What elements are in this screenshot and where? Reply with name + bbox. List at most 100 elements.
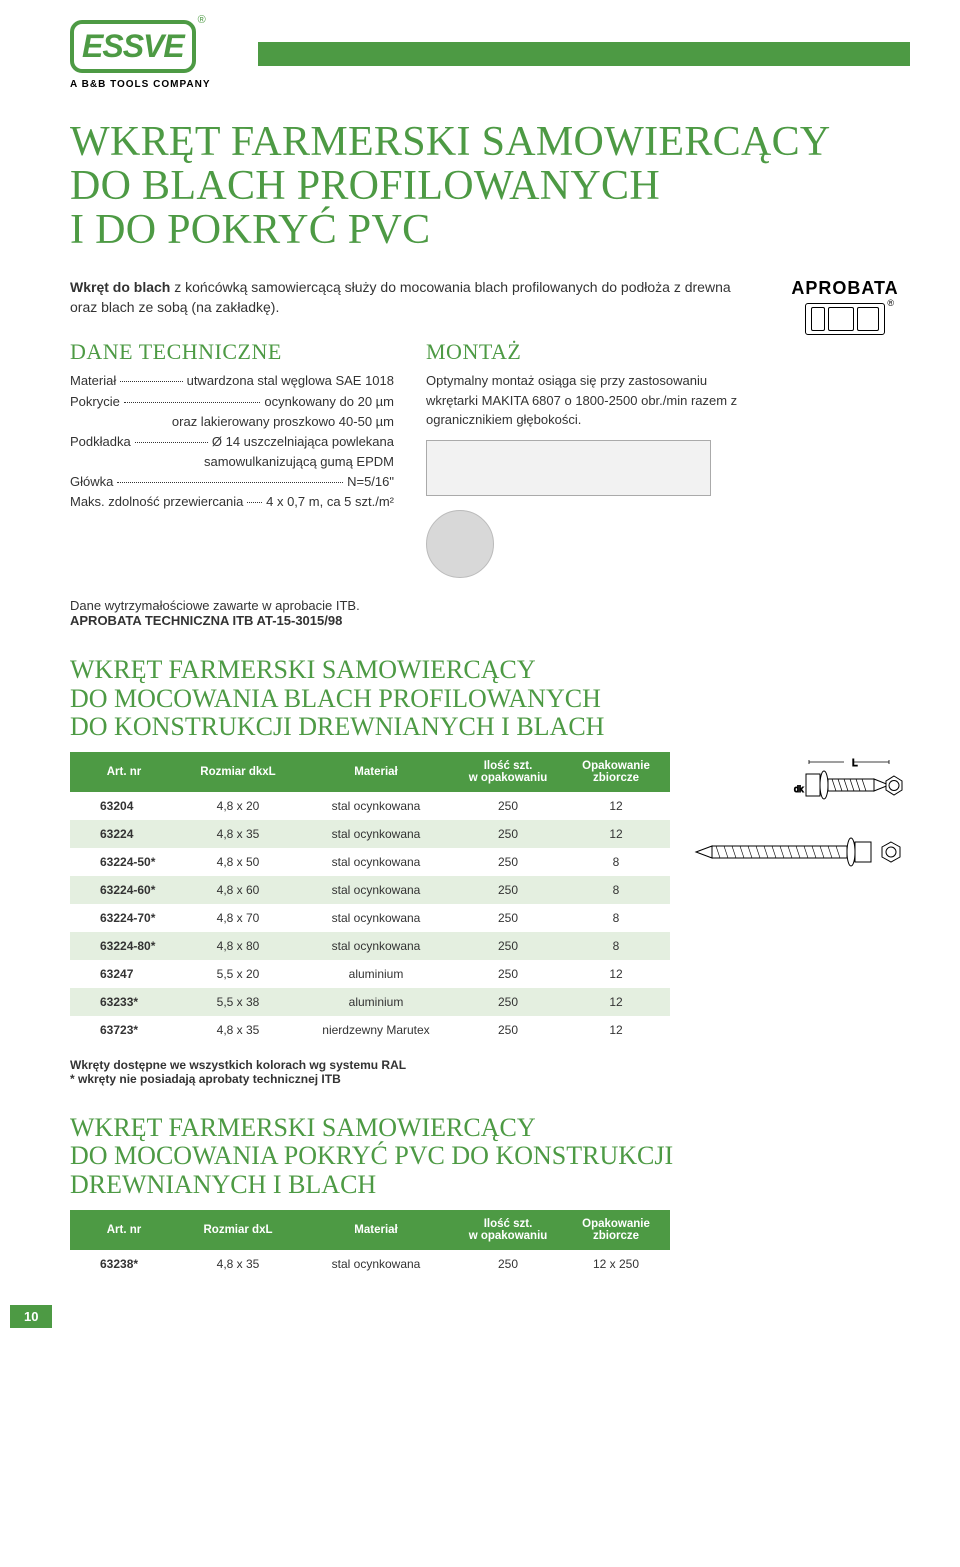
table-cell: 4,8 x 50: [178, 848, 298, 876]
table-row: 632475,5 x 20aluminium25012: [70, 960, 670, 988]
spec-key: Podkładka: [70, 432, 131, 452]
spec-key: Główka: [70, 472, 113, 492]
title-line-1: WKRĘT FARMERSKI SAMOWIERCĄCY: [70, 119, 831, 165]
table-cell: 4,8 x 20: [178, 792, 298, 820]
table-cell: 12: [562, 960, 670, 988]
spec-value: Ø 14 uszczelniająca powlekana: [212, 432, 394, 452]
table-cell: 250: [454, 1016, 562, 1044]
svg-text:L: L: [852, 758, 858, 769]
table-header: Art. nr: [70, 1210, 178, 1250]
spec-key: Pokrycie: [70, 392, 120, 412]
table-row: 63233*5,5 x 38aluminium25012: [70, 988, 670, 1016]
spec-key: Materiał: [70, 371, 116, 391]
table-cell: 63723*: [70, 1016, 178, 1044]
montage-title: MONTAŻ: [426, 339, 750, 365]
t1-title-3: DO KONSTRUKCJI DREWNIANYCH I BLACH: [70, 712, 604, 741]
spec-value: 4 x 0,7 m, ca 5 szt./m²: [266, 492, 394, 512]
table-row: 632044,8 x 20stal ocynkowana25012: [70, 792, 670, 820]
spec-value: utwardzona stal węglowa SAE 1018: [187, 371, 394, 391]
spec-dots: [124, 392, 261, 403]
product-table-2: Art. nrRozmiar dxLMateriałIlość szt.w op…: [70, 1210, 670, 1278]
page-title: WKRĘT FARMERSKI SAMOWIERCĄCY DO BLACH PR…: [70, 120, 910, 252]
spec-key: Maks. zdolność przewiercania: [70, 492, 243, 512]
table-cell: 4,8 x 80: [178, 932, 298, 960]
page-header: ESSVE ® A B&B TOOLS COMPANY: [70, 20, 910, 90]
table-header: Materiał: [298, 752, 454, 792]
table-header: Rozmiar dxL: [178, 1210, 298, 1250]
t1-foot-2: * wkręty nie posiadają aprobaty technicz…: [70, 1072, 910, 1086]
t2-title-2: DO MOCOWANIA POKRYĆ PVC DO KONSTRUKCJI: [70, 1141, 673, 1170]
table-cell: 63238*: [70, 1250, 178, 1278]
spec-value: ocynkowany do 20 µm: [264, 392, 394, 412]
table-cell: aluminium: [298, 988, 454, 1016]
table-header: Rozmiar dkxL: [178, 752, 298, 792]
registered-icon: ®: [198, 14, 206, 26]
page-number: 10: [10, 1305, 52, 1328]
approval-badge: APROBATA ®: [780, 278, 910, 335]
table-cell: 250: [454, 876, 562, 904]
t1-title-2: DO MOCOWANIA BLACH PROFILOWANYCH: [70, 684, 601, 713]
table-header: Opakowaniezbiorcze: [562, 752, 670, 792]
table-cell: 12: [562, 792, 670, 820]
table-row: 63238*4,8 x 35stal ocynkowana25012 x 250: [70, 1250, 670, 1278]
brand-logo: ESSVE ®: [70, 20, 196, 73]
table-row: 63224-80*4,8 x 80stal ocynkowana2508: [70, 932, 670, 960]
spec-dots: [247, 492, 262, 503]
table-header: Art. nr: [70, 752, 178, 792]
logo-text: ESSVE: [82, 28, 184, 65]
table-cell: stal ocynkowana: [298, 820, 454, 848]
tech-title: DANE TECHNICZNE: [70, 339, 394, 365]
t2-title-1: WKRĘT FARMERSKI SAMOWIERCĄCY: [70, 1113, 536, 1142]
note-line-2: APROBATA TECHNICZNA ITB AT-15-3015/98: [70, 613, 910, 628]
table-cell: 63233*: [70, 988, 178, 1016]
table-cell: 4,8 x 35: [178, 1250, 298, 1278]
spec-value: oraz lakierowany proszkowo 40-50 µm: [172, 412, 394, 432]
table-cell: 12 x 250: [562, 1250, 670, 1278]
intro-rest: z końcówką samowiercącą służy do mocowan…: [70, 279, 731, 315]
table-row: 63224-60*4,8 x 60stal ocynkowana2508: [70, 876, 670, 904]
table-cell: stal ocynkowana: [298, 876, 454, 904]
table-header: Materiał: [298, 1210, 454, 1250]
table-cell: 4,8 x 35: [178, 820, 298, 848]
logo-block: ESSVE ® A B&B TOOLS COMPANY: [70, 20, 240, 90]
approval-label: APROBATA: [780, 278, 910, 299]
table-cell: 63224-50*: [70, 848, 178, 876]
spec-line: Pokrycie ocynkowany do 20 µm: [70, 392, 394, 412]
table-cell: nierdzewny Marutex: [298, 1016, 454, 1044]
table-cell: 250: [454, 792, 562, 820]
tech-spec-column: DANE TECHNICZNE Materiał utwardzona stal …: [70, 339, 394, 578]
table-cell: 63247: [70, 960, 178, 988]
header-accent-bar: [258, 42, 910, 66]
spec-value: samowulkanizującą gumą EPDM: [204, 452, 394, 472]
table-cell: 63204: [70, 792, 178, 820]
table-cell: 63224-80*: [70, 932, 178, 960]
itb-icon: ®: [805, 303, 885, 335]
table-cell: 63224: [70, 820, 178, 848]
table-cell: 4,8 x 60: [178, 876, 298, 904]
table-cell: 250: [454, 848, 562, 876]
table-cell: stal ocynkowana: [298, 848, 454, 876]
montage-placeholder-box: [426, 440, 711, 496]
svg-text:dk: dk: [794, 784, 804, 794]
table-cell: aluminium: [298, 960, 454, 988]
product-table-1: Art. nrRozmiar dkxLMateriałIlość szt.w o…: [70, 752, 670, 1044]
table-cell: 4,8 x 70: [178, 904, 298, 932]
table-cell: 8: [562, 904, 670, 932]
table2-title: WKRĘT FARMERSKI SAMOWIERCĄCY DO MOCOWANI…: [70, 1114, 910, 1200]
table-cell: 63224-70*: [70, 904, 178, 932]
t1-title-1: WKRĘT FARMERSKI SAMOWIERCĄCY: [70, 655, 536, 684]
spec-line: Podkładka Ø 14 uszczelniająca powlekana: [70, 432, 394, 452]
table-cell: 250: [454, 820, 562, 848]
intro-bold: Wkręt do blach: [70, 279, 170, 295]
table-cell: 8: [562, 876, 670, 904]
table-cell: 8: [562, 932, 670, 960]
table-cell: 4,8 x 35: [178, 1016, 298, 1044]
spec-line: oraz lakierowany proszkowo 40-50 µm: [70, 412, 394, 432]
table-cell: 250: [454, 904, 562, 932]
spec-line: samowulkanizującą gumą EPDM: [70, 452, 394, 472]
spec-dots: [135, 432, 208, 443]
table-cell: 250: [454, 988, 562, 1016]
spec-line: Maks. zdolność przewiercania 4 x 0,7 m, c…: [70, 492, 394, 512]
table-cell: 5,5 x 20: [178, 960, 298, 988]
spec-dots: [120, 371, 182, 382]
